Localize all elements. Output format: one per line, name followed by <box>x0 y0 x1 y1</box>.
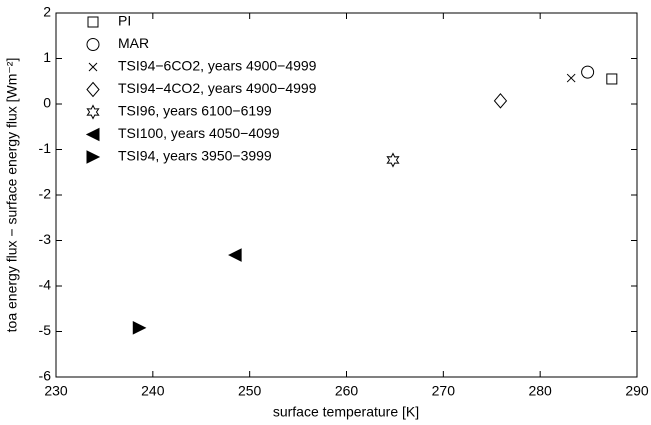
data-point <box>132 321 147 335</box>
x-tick-label: 290 <box>625 383 649 399</box>
legend-marker <box>86 38 100 51</box>
y-tick-label: -6 <box>39 368 52 384</box>
data-point <box>493 93 508 109</box>
legend-marker <box>86 81 100 98</box>
y-tick-label: 1 <box>43 49 51 65</box>
data-point <box>228 248 242 262</box>
y-tick-label: -4 <box>39 277 52 293</box>
y-tick-label: 2 <box>43 4 51 20</box>
legend-marker <box>85 127 100 142</box>
y-tick-label: 0 <box>43 95 51 111</box>
x-tick-label: 230 <box>44 383 68 399</box>
legend-label: PI <box>118 13 131 29</box>
x-tick-label: 280 <box>528 383 552 399</box>
x-tick-label: 250 <box>238 383 262 399</box>
y-axis-label: toa energy flux − surface energy flux [W… <box>4 58 20 333</box>
y-tick-label: -3 <box>39 231 52 247</box>
x-tick-label: 260 <box>335 383 359 399</box>
y-tick-label: -1 <box>39 140 52 156</box>
y-tick-label: -2 <box>39 186 52 202</box>
x-axis-label: surface temperature [K] <box>273 404 419 420</box>
data-point <box>581 65 595 79</box>
legend-label: TSI96, years 6100−6199 <box>118 103 272 119</box>
y-tick-label: -5 <box>39 322 52 338</box>
legend-marker <box>86 104 100 120</box>
legend-label: TSI94−4CO2, years 4900−4999 <box>118 80 317 96</box>
legend-label: TSI94−6CO2, years 4900−4999 <box>118 58 317 74</box>
legend-marker <box>86 150 101 164</box>
data-point <box>566 73 576 83</box>
legend-label: MAR <box>118 35 149 51</box>
x-tick-label: 270 <box>432 383 456 399</box>
legend-label: TSI94, years 3950−3999 <box>118 148 272 164</box>
legend-label: TSI100, years 4050−4099 <box>118 125 280 141</box>
data-point <box>386 152 400 168</box>
x-tick-label: 240 <box>141 383 165 399</box>
legend-marker <box>88 62 98 72</box>
legend-marker <box>87 16 99 28</box>
data-point <box>606 73 618 85</box>
